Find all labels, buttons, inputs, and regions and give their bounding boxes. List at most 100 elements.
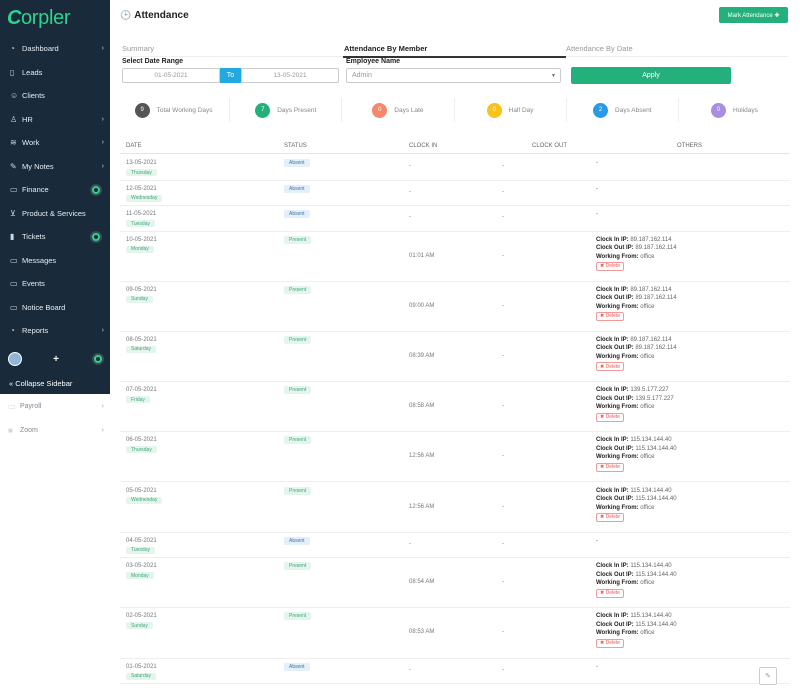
sidebar-item-label: My Notes: [22, 161, 54, 171]
row-others: Clock In IP: 115.134.144.40 Clock Out IP:…: [596, 436, 677, 472]
clock-in-ip: Clock In IP: 115.134.144.40: [596, 612, 677, 621]
delete-button[interactable]: ✖ Delete: [596, 462, 625, 472]
date-from-input[interactable]: 01-05-2021: [122, 68, 220, 83]
video-icon: ■: [8, 425, 13, 435]
chevron-right-icon: ›: [101, 402, 104, 410]
status-badge: Present: [284, 235, 312, 244]
tab-attendance-by-date[interactable]: Attendance By Date: [566, 44, 633, 53]
sidebar-item-zoom[interactable]: ■ Zoom ›: [0, 418, 110, 442]
users-icon: ☺: [10, 91, 19, 101]
working-from-label: Working From:: [596, 353, 639, 360]
row-date: 08-05-2021: [126, 336, 157, 343]
stat-label: Days Absent: [615, 106, 652, 114]
mark-attendance-button[interactable]: Mark Attendance ✚: [719, 7, 788, 23]
employee-select-value: Admin: [352, 72, 372, 79]
layers-icon: ≋: [10, 138, 17, 148]
day-badge: Saturday: [126, 345, 157, 353]
row-date: 02-05-2021: [126, 613, 157, 620]
working-from-label: Working From:: [596, 580, 639, 587]
logo-text: orpler: [20, 7, 71, 29]
add-icon[interactable]: +: [53, 353, 59, 365]
clock-in-ip-label: Clock In IP:: [596, 236, 629, 243]
clock-out-ip-label: Clock Out IP:: [596, 496, 634, 502]
day-badge: Sunday: [126, 295, 153, 303]
clock-out-ip: Clock Out IP: 115.134.144.40: [596, 495, 677, 504]
page-title: 🕒 Attendance: [120, 10, 189, 21]
sidebar-item-label: Reports: [22, 326, 49, 336]
clock-out: -: [502, 629, 504, 636]
stat-half-day: 0 Half Day: [455, 98, 567, 122]
clock-in-ip-label: Clock In IP:: [596, 437, 629, 444]
sidebar-item-hr[interactable]: ♙ HR ›: [0, 108, 110, 132]
sidebar-overflow: ▭ Payroll › ■ Zoom ›: [0, 394, 110, 442]
sidebar-item-dashboard[interactable]: ◔ Dashboard ›: [0, 37, 110, 61]
avatar[interactable]: [8, 352, 22, 366]
tab-summary[interactable]: Summary: [122, 44, 155, 53]
date-to-input[interactable]: 13-05-2021: [241, 68, 339, 83]
clock-out-ip-value: 89.187.162.114: [635, 245, 677, 251]
sidebar-item-tickets[interactable]: ▮ Tickets: [0, 225, 110, 249]
chevron-right-icon: ›: [101, 426, 104, 434]
row-date: 03-05-2021: [126, 563, 157, 570]
delete-button[interactable]: ✖ Delete: [596, 262, 625, 271]
page-title-text: Attendance: [134, 10, 189, 21]
col-clock-out: CLOCK OUT: [532, 143, 568, 149]
tab-attendance-by-member[interactable]: Attendance By Member: [344, 44, 428, 53]
delete-button[interactable]: ✖ Delete: [596, 588, 625, 598]
table-row: 13-05-2021 Thursday Absent - - -: [120, 155, 790, 181]
working-from: Working From: office: [596, 253, 677, 262]
row-date: 11-05-2021: [126, 211, 157, 217]
sidebar-item-messages[interactable]: ▭ Messages: [0, 249, 110, 273]
clock-in-ip-label: Clock In IP:: [596, 613, 629, 620]
clock-in-ip-value: 115.134.144.40: [630, 613, 672, 620]
sidebar-item-notice-board[interactable]: ▭ Notice Board: [0, 296, 110, 320]
clock-icon: 🕒: [120, 10, 132, 20]
apply-button[interactable]: Apply: [571, 67, 731, 84]
stat-label: Half Day: [508, 106, 534, 114]
table-row: 12-05-2021 Wednesday Absent - - -: [120, 181, 790, 206]
clock-out-ip-value: 89.187.162.114: [635, 345, 677, 352]
user-icon: ♙: [10, 114, 18, 124]
day-badge: Monday: [126, 572, 154, 580]
clock-out-ip: Clock Out IP: 89.187.162.114: [596, 294, 677, 303]
sidebar-item-work[interactable]: ≋ Work ›: [0, 131, 110, 155]
date-range-label: Select Date Range: [122, 58, 184, 65]
edit-icon[interactable]: ✎: [759, 667, 777, 685]
delete-button[interactable]: ✖ Delete: [596, 312, 625, 322]
clock-out-ip-value: 115.134.144.40: [635, 621, 677, 628]
collapse-sidebar-button[interactable]: « Collapse Sidebar: [9, 378, 73, 388]
row-others: Clock In IP: 115.134.144.40 Clock Out IP:…: [596, 562, 677, 598]
sidebar-item-label: Tickets: [22, 232, 46, 242]
delete-button[interactable]: ✖ Delete: [596, 412, 625, 422]
delete-button[interactable]: ✖ Delete: [596, 362, 625, 372]
tab-bar: Summary Attendance By Member Attendance …: [122, 42, 788, 57]
sidebar-item-product-services[interactable]: ⊻ Product & Services: [0, 202, 110, 226]
clock-in-ip: Clock In IP: 139.5.177.227: [596, 386, 674, 395]
clock-in-ip-label: Clock In IP:: [596, 487, 629, 494]
employee-select[interactable]: Admin ▼: [346, 68, 561, 83]
chevron-down-icon: ▼: [551, 72, 556, 79]
working-from-label: Working From:: [596, 454, 639, 461]
status-badge: Present: [284, 562, 312, 571]
day-badge: Wednesday: [126, 496, 163, 504]
clock-out-ip: Clock Out IP: 89.187.162.114: [596, 244, 677, 253]
sidebar-item-leads[interactable]: ▯ Leads: [0, 61, 110, 85]
delete-button[interactable]: ✖ Delete: [596, 513, 625, 522]
sidebar-item-reports[interactable]: ◔ Reports ›: [0, 319, 110, 343]
delete-button[interactable]: ✖ Delete: [596, 638, 625, 648]
clock-out: -: [502, 214, 504, 220]
clock-out-ip-value: 115.134.144.40: [635, 571, 677, 578]
sidebar-item-finance[interactable]: ▭ Finance: [0, 178, 110, 202]
day-badge: Thursday: [126, 446, 157, 454]
table-row: 03-05-2021 Monday Present 08:54 AM - Clock In…: [120, 558, 790, 609]
day-badge: Thursday: [126, 169, 157, 176]
sidebar-item-events[interactable]: ▭ Events: [0, 272, 110, 296]
sidebar-item-my-notes[interactable]: ✎ My Notes ›: [0, 155, 110, 179]
sidebar-item-clients[interactable]: ☺ Clients: [0, 84, 110, 108]
working-from-label: Working From:: [596, 303, 639, 310]
clock-out-ip-value: 115.134.144.40: [635, 496, 677, 502]
table-row: 09-05-2021 Sunday Present 09:00 AM - Clock In…: [120, 282, 790, 332]
notification-toggle[interactable]: [90, 352, 104, 366]
sidebar-item-payroll[interactable]: ▭ Payroll ›: [0, 394, 110, 418]
